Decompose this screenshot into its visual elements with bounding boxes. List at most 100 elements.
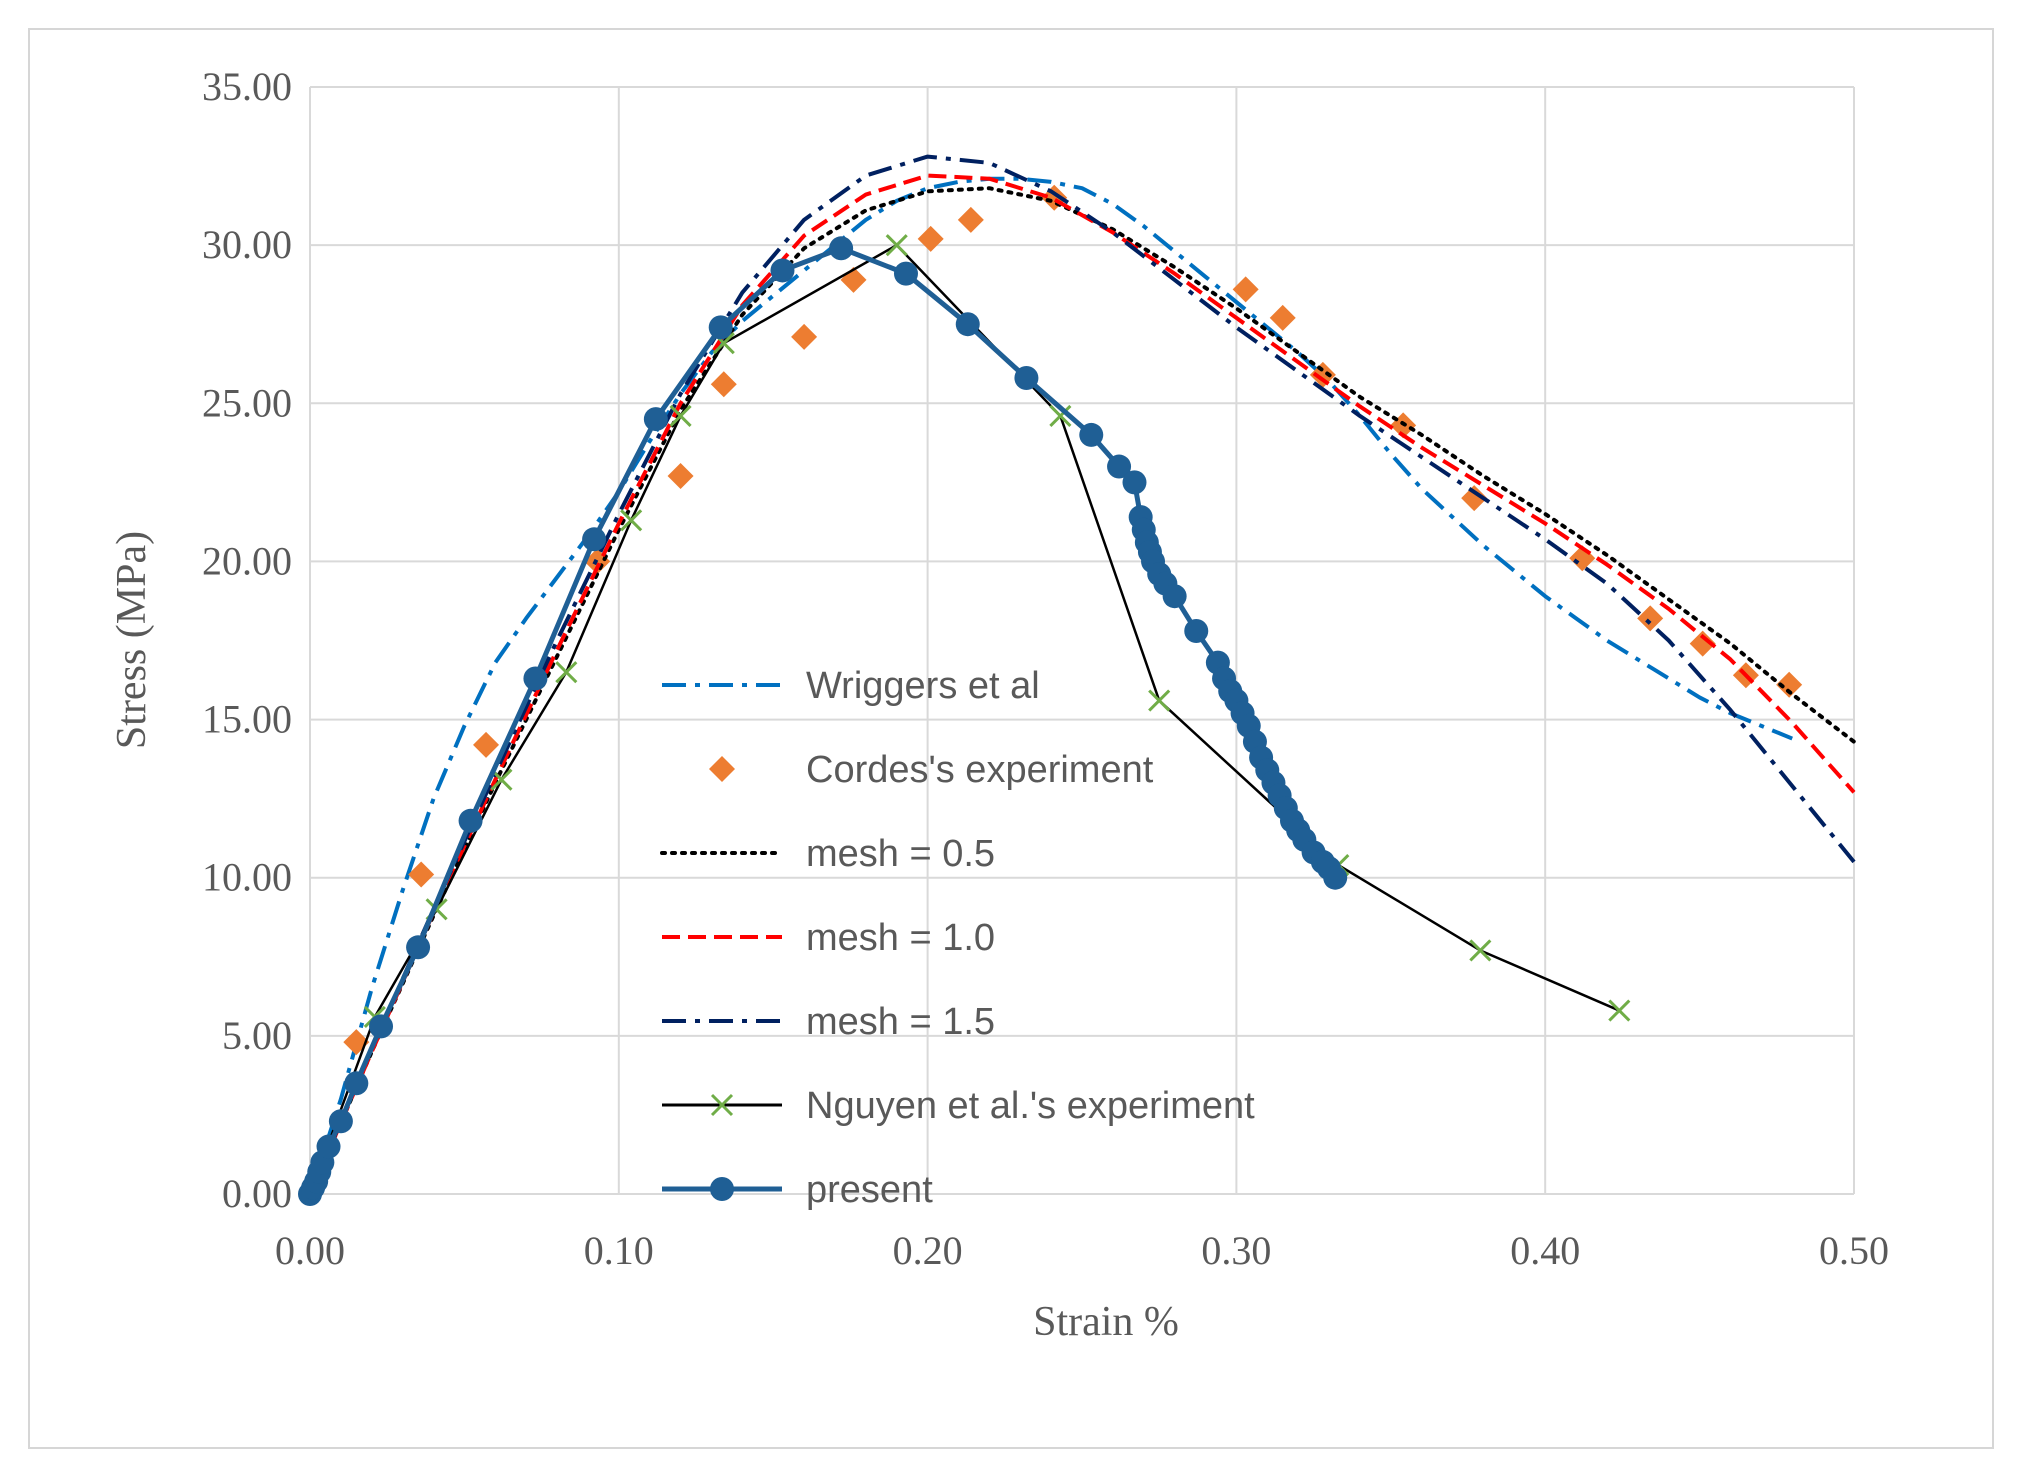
data-point	[582, 527, 607, 552]
legend-label: Wriggers et al	[806, 665, 1040, 707]
data-point	[885, 234, 908, 257]
y-tick-label: 25.00	[202, 380, 292, 425]
data-point	[555, 661, 578, 684]
series-line	[308, 186, 1856, 1196]
data-point	[791, 323, 818, 350]
data-point	[1637, 605, 1664, 632]
data-point	[643, 407, 668, 432]
y-tick-label: 0.00	[222, 1171, 292, 1216]
legend: Wriggers et al Cordes's experiment mesh = …	[660, 665, 1255, 1211]
legend-entry: Wriggers et al	[662, 665, 1040, 707]
marker-stroke	[555, 661, 578, 684]
marker-stroke	[490, 768, 513, 791]
series-present	[298, 236, 1348, 1206]
x-tick-label: 0.10	[584, 1228, 654, 1273]
legend-entry: Nguyen et al.'s experiment	[662, 1085, 1255, 1127]
y-axis-title: Stress (MPa)	[109, 531, 155, 749]
data-point	[955, 312, 980, 337]
data-point	[1148, 689, 1171, 712]
data-point	[328, 1109, 353, 1134]
data-point	[523, 666, 548, 691]
series-wriggers-et-al	[308, 176, 1793, 1195]
legend-swatch-marker	[709, 756, 735, 782]
legend-entry: mesh = 1.0	[662, 917, 995, 959]
data-point	[708, 315, 733, 340]
marker-stroke	[712, 332, 735, 355]
legend-label: mesh = 1.5	[806, 1001, 995, 1043]
data-point	[473, 731, 500, 758]
data-point	[1776, 671, 1803, 698]
series-line	[308, 176, 1793, 1195]
data-point	[893, 261, 918, 286]
data-point	[1461, 485, 1488, 512]
data-point	[620, 509, 643, 532]
series-line	[308, 154, 1856, 1195]
tick-layer: 0.00 0.10 0.20 0.30 0.40 0.50 0.00 5.00 10.00 15.…	[202, 64, 1889, 1273]
data-point	[316, 1134, 341, 1159]
legend-swatch-marker	[710, 1093, 734, 1117]
data-point	[917, 225, 944, 252]
legend-entry: mesh = 0.5	[660, 833, 995, 875]
data-point	[710, 371, 737, 398]
y-tick-label: 10.00	[202, 855, 292, 900]
x-tick-label: 0.00	[275, 1228, 345, 1273]
legend-label: mesh = 0.5	[806, 833, 995, 875]
y-tick-label: 5.00	[222, 1013, 292, 1058]
data-point	[1608, 999, 1631, 1022]
data-point	[1309, 361, 1336, 388]
data-point	[1689, 630, 1716, 657]
marker-stroke	[669, 404, 692, 427]
data-point	[1323, 865, 1348, 890]
data-point	[667, 463, 694, 490]
y-tick-label: 15.00	[202, 697, 292, 742]
y-tick-label: 20.00	[202, 538, 292, 583]
data-point	[1232, 276, 1259, 303]
x-tick-label: 0.40	[1510, 1228, 1580, 1273]
data-point	[1162, 584, 1187, 609]
data-point	[369, 1014, 394, 1039]
series-nguyen-et-al-s-experiment	[308, 234, 1631, 1195]
data-point	[408, 861, 435, 888]
legend-label: mesh = 1.0	[806, 917, 995, 959]
chart-frame: 0.00 0.10 0.20 0.30 0.40 0.50 0.00 5.00 10.00 15.…	[28, 28, 1994, 1449]
legend-entry: present	[662, 1169, 933, 1211]
x-tick-label: 0.30	[1201, 1228, 1271, 1273]
data-point	[1049, 404, 1072, 427]
data-point	[770, 258, 795, 283]
series-mesh-0-5	[308, 186, 1856, 1196]
legend-label: Nguyen et al.'s experiment	[806, 1085, 1255, 1127]
grid-layer	[309, 86, 1855, 1195]
marker-stroke	[620, 509, 643, 532]
legend-swatch-marker	[710, 1177, 734, 1201]
data-point	[1184, 619, 1209, 644]
series-mesh-1-5	[308, 154, 1856, 1195]
legend-label: Cordes's experiment	[806, 749, 1154, 791]
x-tick-label: 0.50	[1819, 1228, 1889, 1273]
data-point	[840, 266, 867, 293]
marker-stroke	[1608, 999, 1631, 1022]
data-point	[1079, 422, 1104, 447]
marker-stroke	[885, 234, 908, 257]
data-point	[1122, 470, 1147, 495]
chart-svg: 0.00 0.10 0.20 0.30 0.40 0.50 0.00 5.00 10.00 15.…	[109, 64, 1889, 1345]
y-tick-label: 35.00	[202, 64, 292, 109]
legend-entry: mesh = 1.5	[662, 1001, 995, 1043]
data-point	[458, 808, 483, 833]
data-point	[1107, 454, 1132, 479]
marker-stroke	[1148, 689, 1171, 712]
series-mesh-1-0	[308, 173, 1856, 1195]
marker-stroke	[1469, 939, 1492, 962]
series-line	[308, 173, 1856, 1195]
legend-entry: Cordes's experiment	[709, 749, 1154, 791]
marker-stroke	[710, 1093, 734, 1117]
data-point	[957, 206, 984, 233]
data-point	[669, 404, 692, 427]
data-point	[829, 236, 854, 261]
data-point	[1269, 304, 1296, 331]
x-tick-label: 0.20	[893, 1228, 963, 1273]
data-point	[344, 1071, 369, 1096]
data-point	[406, 935, 431, 960]
y-tick-label: 30.00	[202, 222, 292, 267]
marker-stroke	[1049, 404, 1072, 427]
x-axis-title: Strain %	[1033, 1299, 1179, 1345]
